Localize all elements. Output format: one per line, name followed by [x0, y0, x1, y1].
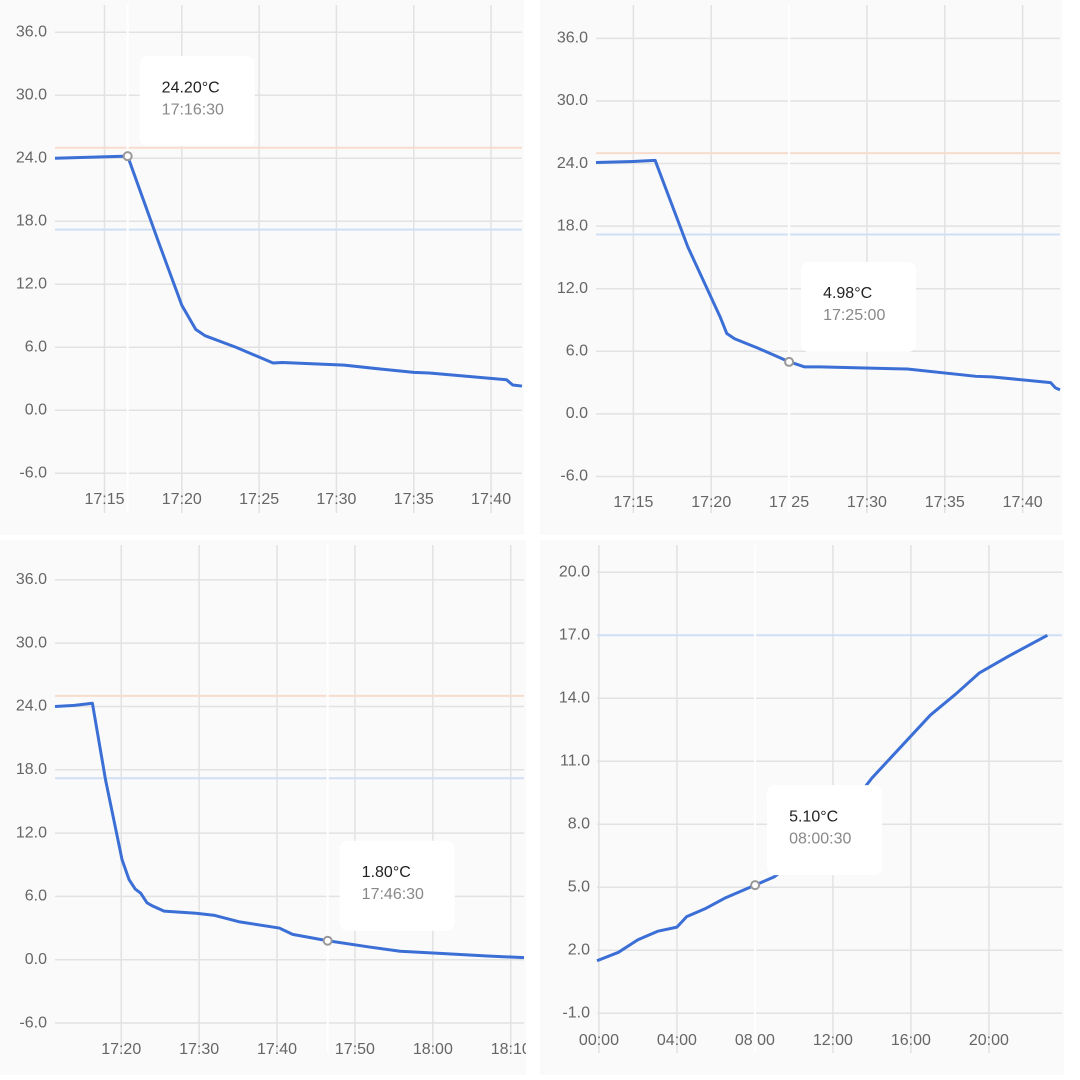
chart-panel: 36.0 30.0 24.0 18.0 12.0 6.0 0.0 -6.0 17:20 17:30…	[0, 540, 531, 1075]
tooltip-time: 17:46:30	[362, 886, 424, 903]
y-tick-label: 6.0	[566, 342, 588, 359]
y-tick-label: 17.0	[559, 627, 590, 644]
y-tick-label: 12.0	[557, 280, 588, 297]
tooltip-time: 17:16:30	[162, 101, 224, 118]
y-tick-label: 30.0	[16, 87, 47, 104]
tooltip-point	[322, 935, 333, 946]
x-tick-label: 00:00	[579, 1032, 619, 1049]
tooltip-value: 4.98°C	[823, 285, 872, 302]
x-tick-label: 18:10	[491, 1041, 531, 1058]
x-tick-label: 17:40	[471, 491, 511, 508]
x-tick-label: 17:15	[84, 491, 124, 508]
y-tick-label: 0.0	[566, 405, 588, 422]
y-tick-label: 24.0	[557, 155, 588, 172]
x-tick-label: 20:00	[969, 1032, 1009, 1049]
chart-panel: 36.0 30.0 24.0 18.0 12.0 6.0 0.0 -6.0 17:15 17:20…	[0, 0, 524, 535]
tooltip-value: 24.20°C	[162, 79, 220, 96]
y-tick-label: 0.0	[25, 401, 47, 418]
x-tick-label: 17:35	[394, 491, 434, 508]
y-tick-label: 18.0	[16, 212, 47, 229]
y-tick-label: 5.0	[568, 878, 590, 895]
y-tick-label: -6.0	[560, 468, 588, 485]
x-tick-label: 17:40	[1003, 494, 1043, 511]
tooltip-time: 17:25:00	[823, 307, 885, 324]
y-tick-label: -6.0	[19, 1014, 47, 1031]
panel-background	[0, 540, 526, 1075]
y-tick-label: 12.0	[16, 824, 47, 841]
y-tick-label: 30.0	[557, 92, 588, 109]
x-tick-label: 17:40	[257, 1041, 297, 1058]
x-tick-label: 17:50	[335, 1041, 375, 1058]
x-tick-label: 17:35	[925, 494, 965, 511]
y-tick-label: 24.0	[16, 698, 47, 715]
y-tick-label: 36.0	[16, 24, 47, 41]
x-tick-label: 17:20	[691, 494, 731, 511]
x-tick-label: 17:25	[239, 491, 279, 508]
tooltip-time: 08:00:30	[789, 830, 851, 847]
y-tick-label: -6.0	[19, 464, 47, 481]
x-tick-label: 17:15	[613, 494, 653, 511]
y-tick-label: 11.0	[560, 752, 590, 769]
y-tick-label: 36.0	[16, 571, 47, 588]
x-tick-label: 16:00	[891, 1032, 931, 1049]
y-tick-label: 24.0	[16, 149, 47, 166]
y-tick-label: 18.0	[16, 761, 47, 778]
x-tick-label: 17:30	[316, 491, 356, 508]
y-tick-label: 36.0	[557, 30, 588, 47]
x-tick-label: 17:30	[179, 1041, 219, 1058]
tooltip-point	[750, 880, 761, 891]
data-line	[54, 701, 525, 960]
tooltip-point	[784, 356, 795, 367]
x-tick-label: 12:00	[813, 1032, 853, 1049]
x-tick-label: 04:00	[657, 1032, 697, 1049]
x-tick-label: 17:20	[162, 491, 202, 508]
y-tick-label: 8.0	[568, 815, 590, 832]
y-tick-label: 6.0	[25, 338, 47, 355]
tooltip-box	[801, 261, 917, 352]
panel-background	[0, 0, 524, 535]
y-tick-label: 14.0	[559, 689, 590, 706]
y-tick-label: 20.0	[559, 564, 590, 581]
x-tick-label: 17:20	[101, 1041, 141, 1058]
y-tick-label: 6.0	[25, 888, 47, 905]
tooltip-box	[767, 785, 883, 876]
chart-panel: 36.0 30.0 24.0 18.0 12.0 6.0 0.0 -6.0 17:15 17:20…	[540, 0, 1062, 535]
data-line	[54, 154, 523, 388]
y-tick-label: 30.0	[16, 634, 47, 651]
y-tick-label: -1.0	[562, 1004, 590, 1021]
x-tick-label: 17:30	[847, 494, 887, 511]
tooltip-value: 1.80°C	[362, 864, 411, 881]
tooltip-point	[122, 151, 133, 162]
x-tick-label: 18:00	[413, 1041, 453, 1058]
tooltip-box	[339, 840, 455, 931]
chart-panel: 20.0 17.0 14.0 11.0 8.0 5.0 2.0 -1.0 00:00 04:00 0…	[540, 540, 1064, 1075]
y-tick-label: 18.0	[557, 217, 588, 234]
tooltip-box	[139, 56, 255, 147]
y-tick-label: 12.0	[16, 275, 47, 292]
y-tick-label: 0.0	[25, 951, 47, 968]
y-tick-label: 2.0	[568, 941, 590, 958]
panel-background	[540, 0, 1062, 535]
tooltip-value: 5.10°C	[789, 808, 838, 825]
